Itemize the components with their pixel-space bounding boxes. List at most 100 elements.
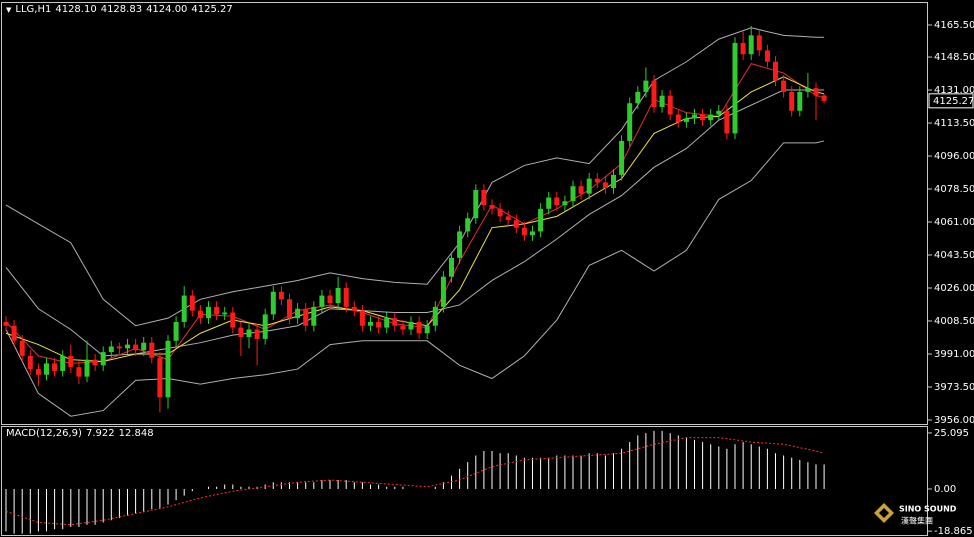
quote: 4125.27 [191,4,233,15]
candle-body [262,314,268,339]
candle-body [538,208,544,232]
candle-body [813,88,819,96]
candle-body [230,312,236,328]
y-tick-label: 4096.00 [934,151,974,162]
y-tick-label: 3973.50 [934,382,974,393]
candle-body [189,295,195,311]
candle-body [173,321,179,341]
candle-body [473,189,479,219]
candle-body [35,369,41,375]
logo-icon [874,503,894,523]
candle-body [133,344,139,351]
candle-body [497,208,503,217]
y-tick-label: 3956.00 [934,415,974,426]
candle-body [424,325,430,334]
candle-body [181,295,187,322]
logo-text: SINO SOUND [899,505,957,514]
candle-body [141,342,147,351]
candle-body [432,306,438,326]
candle-body [781,80,787,92]
candle-body [635,91,641,104]
candle-body [481,189,487,206]
candle-body [570,186,576,202]
quote: 4128.83 [100,4,143,15]
candle-body [546,197,552,209]
chart-header: ▼ LLG,H1 4128.10 4128.83 4124.00 4125.27 [6,4,233,15]
indicator-line [5,63,825,364]
candle-body [343,288,349,307]
candle-body [683,118,689,123]
candle-body [748,35,754,55]
candle-body [449,257,454,277]
candle-body [400,325,406,330]
candle-body [667,95,673,115]
header-arrow: ▼ [6,5,12,14]
candle-body [108,346,114,353]
candle-body [303,308,309,326]
candle-body [659,95,665,108]
candle-body [521,227,527,236]
candle-body [611,174,616,189]
candle-body [708,114,714,121]
candle-body [416,321,422,334]
y-tick-label: 4043.50 [934,250,974,261]
candle-body [270,291,276,315]
y-tick-label: 4026.00 [934,283,974,294]
quote: 4124.00 [146,4,188,15]
candle-body [376,321,382,328]
macd-readout: 12.848 [118,428,154,439]
candle-body [295,308,301,319]
candle-body [11,325,17,341]
candle-body [554,197,560,206]
candle-body [100,352,106,366]
macd-label: MACD(12,26,9) 7.922 12.848 [6,428,154,439]
candle-body [368,321,373,326]
indicator-line [5,89,825,357]
y-tick-label: 4061.00 [934,217,974,228]
candle-body [643,80,649,92]
macd-panel-frame [1,426,928,536]
candle-body [68,355,74,368]
candle-body [359,310,365,326]
candle-body [764,50,770,62]
candle-body [287,299,292,319]
y-tick-label: 25.095 [934,428,969,439]
candle-body [732,42,738,134]
candle-body [3,321,9,326]
y-tick-label: 4165.50 [934,20,974,31]
logo-subtext: 漢聲集團 [901,516,933,526]
y-tick-label: 4078.50 [934,184,974,195]
candle-body [76,367,82,377]
candle-body [740,42,746,55]
macd-readout: 7.922 [85,428,115,439]
candle-body [351,306,357,311]
candle-body [278,291,284,300]
candle-body [84,359,90,377]
symbol: LLG,H1 [15,4,52,15]
candle-body [408,321,414,330]
candle-body [562,201,568,206]
candle-body [44,363,49,375]
candle-body [27,355,33,370]
candle-body [692,114,697,119]
candle-body [149,342,155,358]
y-tick-label: 4148.50 [934,52,974,63]
candle-body [530,231,535,236]
candle-body [392,318,398,326]
candle-body [125,344,130,349]
signal-line [5,437,825,526]
candle-body [594,178,600,183]
y-tick-label: -18.865 [934,526,973,537]
macd-title: MACD(12,26,9) [6,428,82,439]
candle-body [254,329,260,339]
candle-body [602,182,608,189]
candle-body [619,140,625,175]
candle-body [805,88,811,92]
y-tick-label: 3991.00 [934,349,974,360]
candle-body [327,295,333,304]
candle-body [157,357,163,398]
candle-body [52,363,58,371]
candle-body [627,103,633,141]
candle-body [578,186,584,194]
